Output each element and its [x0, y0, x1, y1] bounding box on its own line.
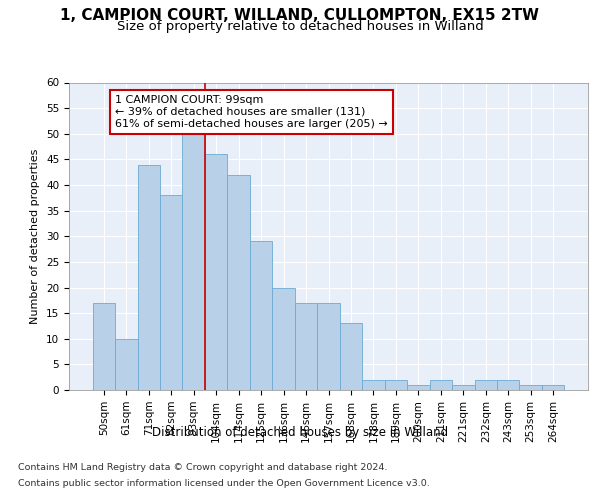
Text: Contains HM Land Registry data © Crown copyright and database right 2024.: Contains HM Land Registry data © Crown c… — [18, 462, 388, 471]
Text: Distribution of detached houses by size in Willand: Distribution of detached houses by size … — [152, 426, 448, 439]
Bar — [497, 380, 520, 390]
Bar — [92, 303, 115, 390]
Bar — [407, 385, 430, 390]
Bar — [317, 303, 340, 390]
Bar — [362, 380, 385, 390]
Bar — [182, 134, 205, 390]
Bar — [542, 385, 565, 390]
Text: 1, CAMPION COURT, WILLAND, CULLOMPTON, EX15 2TW: 1, CAMPION COURT, WILLAND, CULLOMPTON, E… — [61, 8, 539, 22]
Text: Size of property relative to detached houses in Willand: Size of property relative to detached ho… — [116, 20, 484, 33]
Bar — [475, 380, 497, 390]
Bar — [385, 380, 407, 390]
Text: 1 CAMPION COURT: 99sqm
← 39% of detached houses are smaller (131)
61% of semi-de: 1 CAMPION COURT: 99sqm ← 39% of detached… — [115, 96, 388, 128]
Bar — [340, 324, 362, 390]
Bar — [272, 288, 295, 390]
Bar — [250, 242, 272, 390]
Bar — [430, 380, 452, 390]
Y-axis label: Number of detached properties: Number of detached properties — [31, 148, 40, 324]
Bar — [205, 154, 227, 390]
Bar — [452, 385, 475, 390]
Text: Contains public sector information licensed under the Open Government Licence v3: Contains public sector information licen… — [18, 479, 430, 488]
Bar — [295, 303, 317, 390]
Bar — [227, 175, 250, 390]
Bar — [137, 164, 160, 390]
Bar — [520, 385, 542, 390]
Bar — [115, 339, 137, 390]
Bar — [160, 195, 182, 390]
